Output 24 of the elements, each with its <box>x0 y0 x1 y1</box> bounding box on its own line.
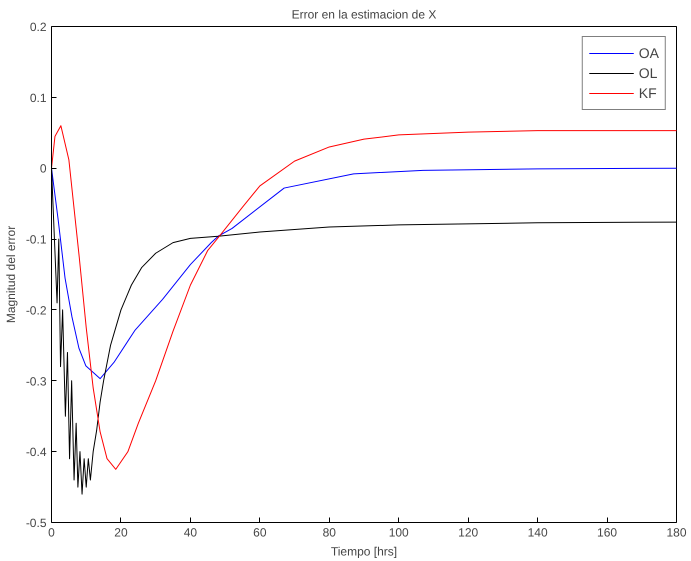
legend-label: KF <box>638 85 658 101</box>
x-tick-label: 100 <box>388 526 410 540</box>
x-tick-label: 80 <box>322 526 336 540</box>
legend-label: OL <box>638 65 658 81</box>
y-tick-label: 0.2 <box>30 20 47 34</box>
y-tick-label: 0 <box>40 162 47 176</box>
x-tick-label: 20 <box>114 526 128 540</box>
legend-label: OA <box>638 45 659 61</box>
y-tick-label: 0.1 <box>30 90 47 105</box>
y-tick-label: -0.4 <box>26 445 47 460</box>
x-tick-label: 160 <box>597 526 618 540</box>
y-tick-label: -0.2 <box>26 303 47 318</box>
x-tick-label: 120 <box>458 526 479 540</box>
x-tick-label: 0 <box>48 526 56 540</box>
chart-title: Error en la estimacion de X <box>292 8 436 22</box>
y-tick-label: -0.5 <box>26 516 47 530</box>
y-tick-label: -0.1 <box>26 232 47 247</box>
y-axis-title: Magnitud del error <box>4 226 18 324</box>
x-tick-label: 140 <box>528 526 548 540</box>
x-tick-label: 180 <box>666 526 687 540</box>
x-axis-title: Tiempo [hrs] <box>330 544 398 558</box>
x-tick-label: 40 <box>184 526 198 540</box>
y-tick-label: -0.3 <box>26 374 47 388</box>
x-tick-label: 60 <box>253 526 267 540</box>
